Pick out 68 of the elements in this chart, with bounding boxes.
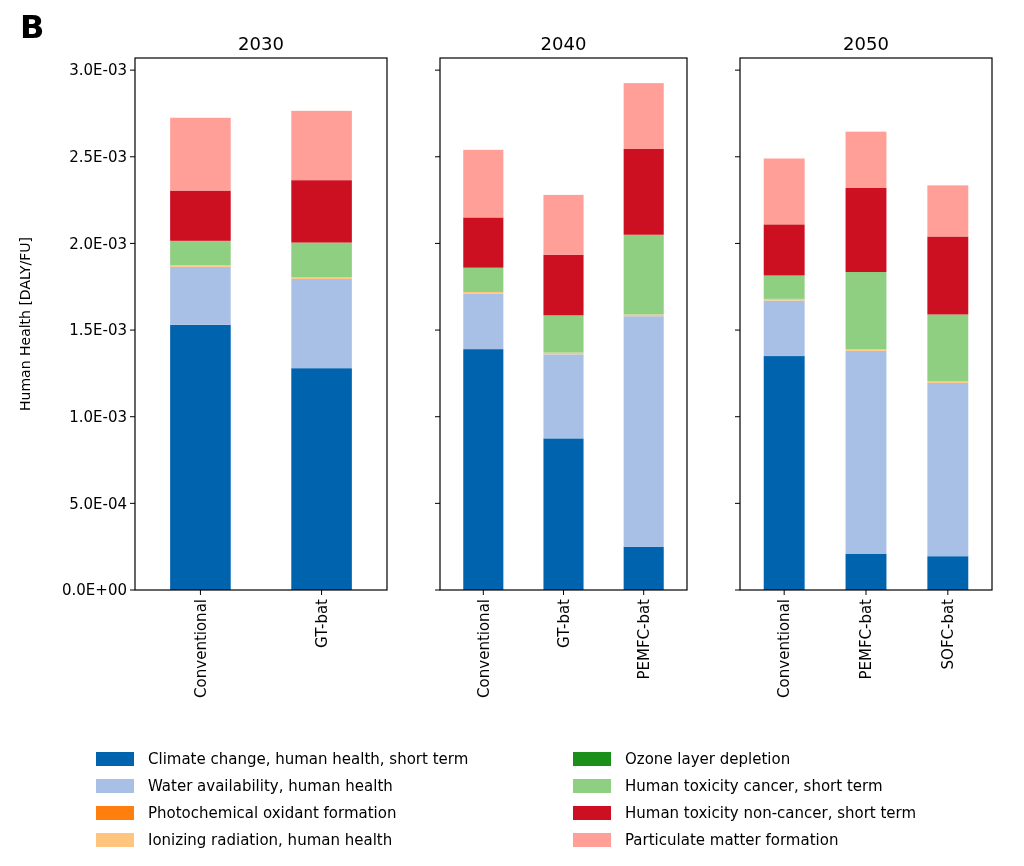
y-tick-label: 1.0E-03 [69,407,127,426]
bar [763,158,805,225]
bar [291,180,352,243]
bar [763,356,805,590]
bar [763,275,805,299]
x-tick-label: Conventional [474,599,493,698]
y-tick-label: 5.0E-04 [69,494,127,513]
bar [291,278,352,369]
bar [463,349,504,590]
bar [170,240,231,266]
x-tick-label: GT-bat [554,598,573,648]
bar [845,272,887,350]
chart-title: 2040 [540,33,587,54]
y-tick-label: 3.0E-03 [69,61,127,80]
bar [543,254,584,316]
legend-label: Ionizing radiation, human health [148,831,393,850]
bar [291,110,352,181]
chart-title: 2030 [238,33,284,54]
y-tick-label: 2.5E-03 [69,148,127,167]
bar [463,217,504,268]
bar [170,266,231,325]
chart-title: 2050 [843,33,889,54]
x-tick-label: GT-bat [312,598,331,648]
x-tick-label: PEMFC-bat [857,598,876,680]
legend-label: Ozone layer depletion [625,750,791,769]
bar [291,242,352,278]
x-tick-label: Conventional [775,599,794,698]
bar [543,194,584,255]
bar [927,314,969,382]
legend-label: Photochemical oxidant formation [148,804,397,823]
bar [623,234,664,315]
legend-label: Water availability, human health [148,777,393,796]
bar [763,224,805,276]
legend-label: Climate change, human health, short term [148,750,469,769]
y-tick-label: 1.5E-03 [69,321,127,340]
bar [623,83,664,149]
bar [543,438,584,590]
bar [463,267,504,292]
legend-label: Human toxicity non-cancer, short term [625,804,917,823]
bar [845,553,887,590]
y-tick-label: 0.0E+00 [62,581,127,600]
bar [623,316,664,547]
bar [463,293,504,350]
bar [543,315,584,353]
bar [170,190,231,241]
x-tick-label: Conventional [191,599,210,698]
bar [845,187,887,273]
bar [927,236,969,315]
bar [763,300,805,357]
bar [927,556,969,590]
y-tick-label: 2.0E-03 [69,234,127,253]
legend-label: Human toxicity cancer, short term [625,777,883,796]
y-axis-title: Human Health [DALY/FU] [17,237,33,411]
bar [463,149,504,218]
bar [170,324,231,590]
bar [845,131,887,188]
bar [170,117,231,191]
bar [845,350,887,554]
x-tick-label: SOFC-bat [939,598,958,670]
bar [927,382,969,557]
text: B [20,8,45,46]
bar [291,368,352,590]
bar [927,185,969,237]
bar [543,354,584,439]
bar [623,546,664,590]
x-tick-label: PEMFC-bat [634,598,653,680]
bar [623,148,664,235]
legend-label: Particulate matter formation [625,831,839,850]
